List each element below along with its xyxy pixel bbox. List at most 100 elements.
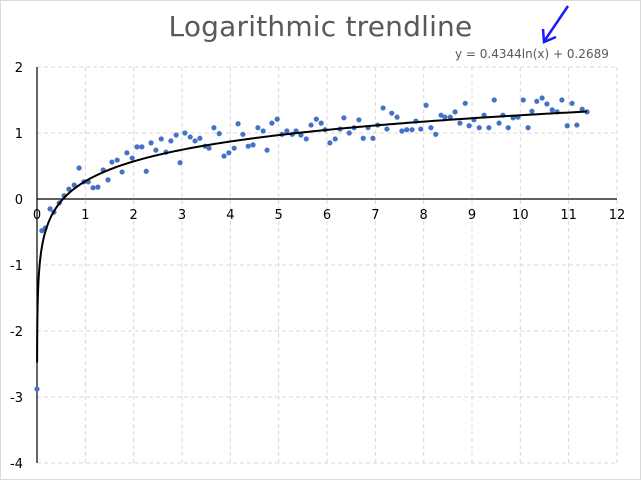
data-point xyxy=(447,114,453,120)
data-point xyxy=(341,115,347,121)
data-point xyxy=(491,97,497,103)
gridlines xyxy=(37,66,618,464)
data-point xyxy=(211,125,217,131)
data-point xyxy=(143,168,149,174)
data-point xyxy=(158,136,164,142)
y-tick-label: -4 xyxy=(10,457,23,472)
x-tick-label: 11 xyxy=(560,208,577,223)
data-point xyxy=(534,98,540,104)
x-tick-label: 0 xyxy=(33,208,41,223)
data-point xyxy=(457,120,463,126)
data-point xyxy=(76,165,82,171)
data-point xyxy=(226,150,232,156)
data-point xyxy=(313,116,319,122)
arrow-annotation-icon xyxy=(541,5,570,44)
data-point xyxy=(438,112,444,118)
data-point xyxy=(579,106,585,112)
data-point xyxy=(564,123,570,129)
data-point xyxy=(394,114,400,120)
data-point xyxy=(360,135,366,141)
x-tick-label: 2 xyxy=(130,208,138,223)
y-tick-label: 0 xyxy=(15,193,23,208)
data-point xyxy=(409,127,415,133)
data-point xyxy=(452,109,458,115)
data-point xyxy=(486,125,492,131)
data-point xyxy=(148,140,154,146)
data-point xyxy=(71,182,77,188)
data-point xyxy=(399,128,405,134)
data-point xyxy=(255,125,261,131)
data-point xyxy=(260,128,266,134)
data-point xyxy=(370,135,376,141)
x-tick-label: 8 xyxy=(420,208,428,223)
data-point xyxy=(216,131,222,137)
data-point xyxy=(462,100,468,106)
data-point xyxy=(380,105,386,111)
data-point xyxy=(428,125,434,131)
x-tick-label: 9 xyxy=(468,208,476,223)
data-point xyxy=(423,102,429,108)
x-tick-label: 5 xyxy=(275,208,283,223)
data-point xyxy=(66,186,72,192)
x-tick-label: 10 xyxy=(512,208,529,223)
data-point xyxy=(47,206,53,212)
axes xyxy=(36,67,617,463)
data-point xyxy=(356,117,362,123)
data-point xyxy=(505,125,511,131)
data-point xyxy=(109,159,115,165)
x-tick-label: 3 xyxy=(178,208,186,223)
data-point xyxy=(129,155,135,161)
data-point xyxy=(433,131,439,137)
data-point xyxy=(177,160,183,166)
x-tick-label: 1 xyxy=(81,208,89,223)
data-point xyxy=(182,130,188,136)
data-point xyxy=(384,126,390,132)
x-tick-label: 12 xyxy=(609,208,626,223)
data-point xyxy=(389,110,395,116)
data-point xyxy=(221,153,227,159)
data-point xyxy=(476,125,482,131)
data-point xyxy=(264,147,270,153)
data-point xyxy=(303,136,309,142)
data-point xyxy=(539,95,545,101)
data-point xyxy=(240,131,246,137)
data-point xyxy=(95,184,101,190)
data-point xyxy=(274,116,280,122)
data-point xyxy=(187,134,193,140)
data-point xyxy=(192,138,198,144)
data-point xyxy=(197,135,203,141)
y-tick-label: 2 xyxy=(15,61,23,76)
data-point xyxy=(544,101,550,107)
y-tick-label: -3 xyxy=(10,391,23,406)
data-point xyxy=(119,169,125,175)
data-point xyxy=(153,147,159,153)
data-point xyxy=(173,132,179,138)
x-tick-label: 6 xyxy=(323,208,331,223)
y-tick-label: -1 xyxy=(10,259,23,274)
x-tick-label: 4 xyxy=(226,208,234,223)
data-point xyxy=(529,108,535,114)
data-point xyxy=(442,114,448,120)
data-point xyxy=(332,136,338,142)
data-point xyxy=(418,126,424,132)
data-point xyxy=(569,100,575,106)
data-point xyxy=(134,144,140,150)
trendline xyxy=(36,110,588,363)
data-point xyxy=(245,143,251,149)
data-point xyxy=(318,120,324,126)
data-point xyxy=(327,140,333,146)
data-point xyxy=(525,125,531,131)
data-point xyxy=(235,121,241,127)
data-point xyxy=(346,130,352,136)
data-point xyxy=(559,97,565,103)
data-point xyxy=(206,145,212,151)
data-point xyxy=(250,142,256,148)
data-point xyxy=(574,122,580,128)
data-point xyxy=(114,157,120,163)
data-point xyxy=(308,122,314,128)
trendline-equation: y = 0.4344ln(x) + 0.2689 xyxy=(455,47,609,61)
data-point xyxy=(231,145,237,151)
